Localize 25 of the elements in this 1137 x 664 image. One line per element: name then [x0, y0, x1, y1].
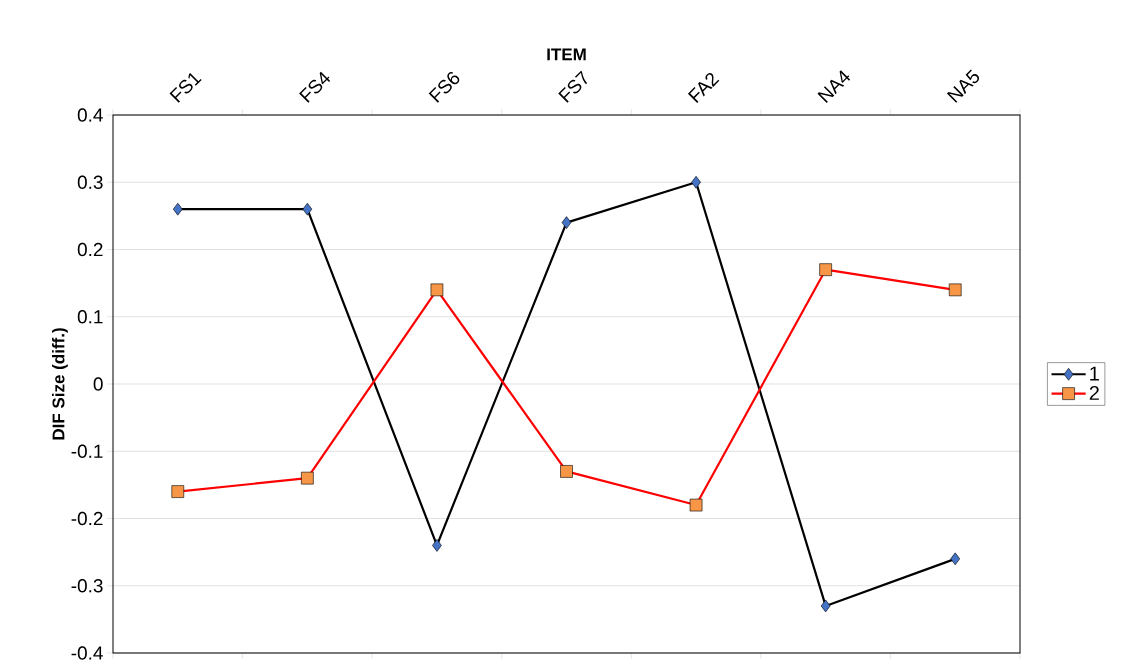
point: [950, 552, 961, 566]
x-tick-label: FS1: [169, 72, 202, 103]
y-tick-label: 0.2: [77, 242, 103, 257]
y-tick-label: -0.1: [71, 444, 103, 458]
y-tick-label: -0.2: [71, 511, 103, 526]
point: [820, 599, 831, 613]
x-tick-label: FS4: [299, 71, 331, 103]
point: [561, 216, 572, 229]
legend-label: 2: [1089, 385, 1099, 400]
x-axis-title: ITEM: [547, 48, 586, 61]
point: [172, 202, 183, 216]
legend-label: 1: [1090, 366, 1099, 381]
point: [302, 202, 313, 216]
point: [432, 539, 442, 552]
x-tick-label: FS6: [428, 72, 460, 103]
y-tick-label: -0.3: [71, 579, 103, 593]
y-axis-title: DIF Size (diff.): [52, 328, 68, 440]
point: [691, 175, 701, 189]
y-tick-label: -0.4: [71, 646, 103, 660]
y-tick-label: 0.1: [77, 310, 103, 324]
x-tick-label: FA2: [687, 72, 720, 103]
y-tick-label: 0: [93, 377, 103, 391]
y-tick-label: 0.3: [77, 175, 103, 189]
y-tick-label: 0.4: [77, 108, 103, 122]
x-tick-label: FS7: [558, 70, 588, 103]
